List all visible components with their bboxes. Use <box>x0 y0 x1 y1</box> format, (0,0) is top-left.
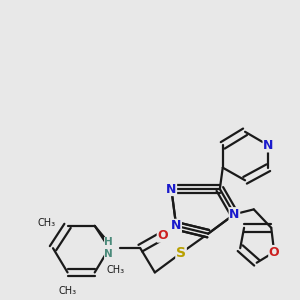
Text: H
N: H N <box>104 237 113 259</box>
Text: CH₃: CH₃ <box>107 265 125 275</box>
Text: N: N <box>229 208 240 221</box>
Text: N: N <box>171 219 181 232</box>
Text: O: O <box>269 246 280 259</box>
Text: S: S <box>176 246 186 260</box>
Text: CH₃: CH₃ <box>37 218 55 228</box>
Text: CH₃: CH₃ <box>58 286 76 296</box>
Text: O: O <box>157 229 168 242</box>
Text: N: N <box>263 139 274 152</box>
Text: N: N <box>166 182 176 196</box>
